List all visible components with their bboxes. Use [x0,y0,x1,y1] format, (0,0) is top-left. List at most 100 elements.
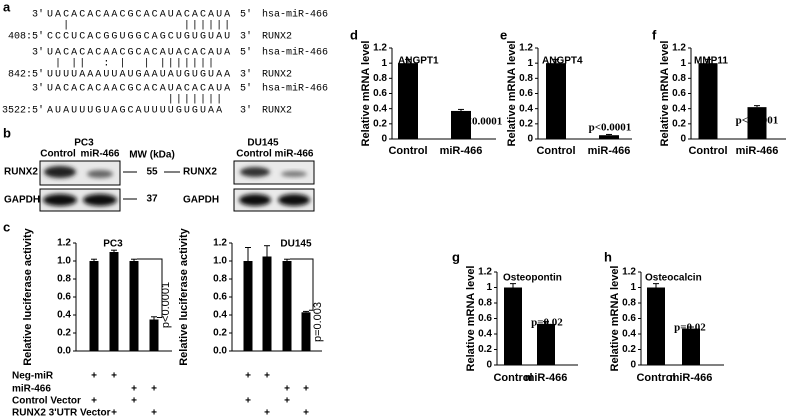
annotation: p=0.02 [674,322,706,334]
condition-mark: + [131,384,137,395]
y-tick-label: 1 [527,58,533,69]
target-sequence: UUUUAAAUUAUGAAUAUGUGUAA [47,70,232,81]
bar [262,256,272,351]
bar [647,287,665,365]
pairing: | |||||| [47,20,232,32]
y-tick-label: 0.2 [622,344,636,355]
y-tick-label: 1.0 [57,256,71,267]
y-tick-label: 0.4 [57,310,71,321]
y-tick-label: 0.2 [478,344,492,355]
y-tick-label: 1.2 [672,43,686,54]
y-tick-label: 0 [381,134,387,145]
bar [398,63,418,139]
condition-mark: + [284,384,290,395]
condition-label: miR-466 [12,384,51,395]
condition-mark: + [91,371,97,382]
chart-title: Osteocalcin [645,273,702,284]
protein-label: RUNX2 [183,167,217,178]
band [43,194,77,206]
chart-title: MMP11 [694,56,728,67]
panel-label: h [604,249,612,264]
y-tick-label: 0.8 [478,298,492,309]
chart-title: PC3 [103,239,123,250]
y-tick-label: 1.0 [213,256,227,267]
strand-end: 3' [240,31,252,43]
y-tick-label: 0.4 [519,103,533,114]
y-tick-label: 1 [381,58,387,69]
mw-label: 55 [146,167,158,178]
strand-end: 3' [32,83,44,95]
bar [698,63,718,139]
lane-label: miR-466 [81,149,120,160]
condition-mark: + [111,408,117,418]
significance-bracket [290,258,314,311]
condition-label: RUNX2 3'UTR Vector [12,408,111,418]
x-tick-label: miR-466 [525,372,568,384]
bar [504,287,522,365]
condition-mark: + [303,408,309,418]
bar [89,261,99,351]
panel-label: a [3,0,11,14]
y-axis-label: Relative mRNA level [659,41,671,147]
bar [451,110,471,139]
condition-mark: + [264,408,270,418]
condition-label: Control Vector [12,396,81,407]
y-tick-label: 0.6 [672,88,686,99]
condition-mark: + [91,396,97,407]
condition-mark: + [303,384,309,395]
y-tick-label: 0.4 [478,329,492,340]
y-tick-label: 0.2 [672,118,686,129]
y-tick-label: 0 [486,360,492,371]
lane-label: Control [40,149,76,160]
annotation: p<0.0001 [160,282,172,328]
band [83,194,117,206]
bar [243,261,253,351]
protein-label: RUNX2 [4,167,38,178]
mw-label: 37 [146,194,158,205]
alignments: 3' UACACACAACGCACAUACACAUA 5' hsa-miR-466 |… [2,9,328,117]
y-tick-label: 0.6 [373,88,387,99]
y-tick-label: 0 [680,134,686,145]
y-tick-label: 0.6 [519,88,533,99]
y-tick-label: 1.2 [622,267,636,278]
strand-end: 5' [240,9,252,21]
panel-label: b [3,125,11,140]
strand-end: 3' [32,47,44,59]
y-tick-label: 0.6 [478,313,492,324]
target-name: RUNX2 [262,106,292,117]
y-axis-label: Relative mRNA level [360,41,372,147]
y-tick-label: 0.4 [213,310,227,321]
chart-title: ANGPT1 [398,56,439,67]
y-tick-label: 0.2 [213,328,227,339]
strand-end: 842:5' [8,69,44,81]
condition-label: Neg-miR [12,371,54,382]
y-tick-label: 0.8 [57,274,71,285]
mirna-name: hsa-miR-466 [262,83,328,95]
condition-mark: + [151,408,157,418]
y-tick-label: 1.2 [57,238,71,249]
y-tick-label: 0.0 [57,346,71,357]
chart-title: ANGPT4 [542,56,583,67]
x-tick-label: miR-466 [440,145,483,157]
band [281,171,307,177]
bar [129,261,139,351]
panel-label: g [452,249,460,264]
strand-end: 3522:5' [2,105,44,117]
condition-mark: + [245,396,251,407]
y-tick-label: 0.0 [213,346,227,357]
annotation: p=0.02 [531,317,563,329]
y-tick-label: 0.8 [622,298,636,309]
condition-mark: + [245,371,251,382]
target-name: RUNX2 [262,32,292,43]
mirna-sequence: UACACACAACGCACAUACACAUA [47,48,232,59]
bar [301,312,311,351]
y-tick-label: 1 [630,282,636,293]
panel-label: f [652,27,657,42]
y-tick-label: 0.6 [622,313,636,324]
annotation: p<0.0001 [736,115,779,127]
y-axis-label: Relative mRNA level [465,266,477,372]
condition-mark: + [264,371,270,382]
y-axis-label: Relative luciferase activity [178,227,190,365]
target-name: RUNX2 [262,70,292,81]
condition-mark: + [151,384,157,395]
